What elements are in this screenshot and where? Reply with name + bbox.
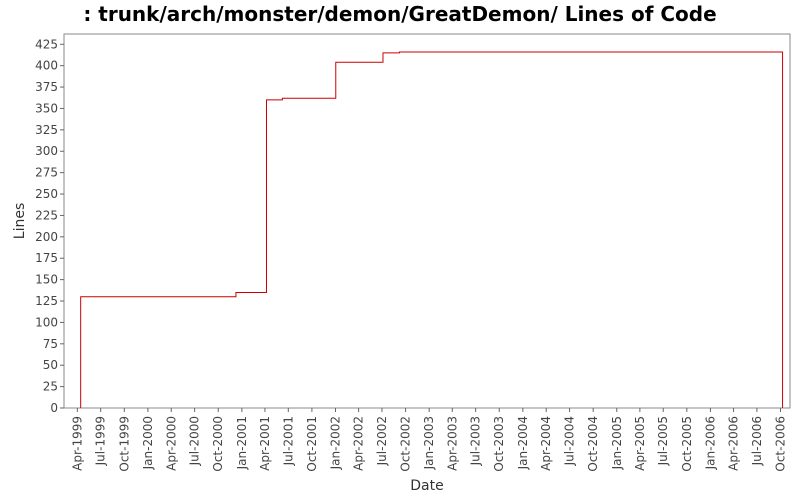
y-tick-label: 225 — [35, 208, 58, 222]
x-tick-label: Apr-1999 — [70, 416, 84, 471]
x-tick-label: Jul-1999 — [94, 416, 108, 466]
x-tick-label: Jan-2004 — [516, 416, 530, 470]
x-tick-label: Oct-2005 — [680, 416, 694, 472]
y-tick-label: 175 — [35, 251, 58, 265]
x-tick-label: Jul-2005 — [656, 416, 670, 466]
y-tick-label: 325 — [35, 123, 58, 137]
y-tick-label: 125 — [35, 294, 58, 308]
x-tick-label: Jan-2002 — [329, 416, 343, 470]
y-tick-label: 275 — [35, 166, 58, 180]
x-tick-label: Jan-2001 — [235, 416, 249, 470]
y-tick-label: 400 — [35, 59, 58, 73]
x-tick-label: Apr-2003 — [445, 416, 459, 471]
y-tick-label: 75 — [43, 337, 58, 351]
x-axis-label: Date — [410, 478, 443, 494]
y-tick-label: 25 — [43, 380, 58, 394]
y-axis: 0 25 50 75 100 125 150 175 200 225 250 275 300 325 350… — [35, 37, 64, 415]
x-tick-label: Jul-2000 — [188, 416, 202, 466]
x-tick-label: Apr-2001 — [258, 416, 272, 471]
x-tick-label: Jul-2004 — [563, 416, 577, 466]
x-tick-label: Oct-2004 — [586, 416, 600, 472]
y-tick-label: 375 — [35, 80, 58, 94]
x-tick-label: Oct-2003 — [492, 416, 506, 472]
y-tick-label: 250 — [35, 187, 58, 201]
y-tick-label: 0 — [50, 401, 58, 415]
x-tick-label: Apr-2000 — [164, 416, 178, 471]
chart-title: : trunk/arch/monster/demon/GreatDemon/ L… — [83, 2, 716, 26]
x-tick-label: Jan-2006 — [703, 416, 717, 470]
y-tick-label: 200 — [35, 230, 58, 244]
y-axis-label: Lines — [12, 203, 28, 239]
x-tick-label: Jan-2003 — [422, 416, 436, 470]
plot-area — [63, 33, 791, 409]
x-tick-label: Jul-2002 — [375, 416, 389, 466]
x-tick-label: Oct-2002 — [399, 416, 413, 472]
x-tick-label: Oct-2006 — [774, 416, 788, 472]
y-tick-label: 100 — [35, 315, 58, 329]
x-axis: Apr-1999 Jul-1999 Oct-1999 Jan-2000 Apr-2000… — [70, 408, 788, 472]
loc-series-line — [80, 51, 784, 408]
y-tick-label: 150 — [35, 273, 58, 287]
x-tick-label: Jul-2003 — [469, 416, 483, 466]
x-tick-label: Jul-2006 — [750, 416, 764, 466]
y-tick-label: 50 — [43, 358, 58, 372]
y-tick-label: 350 — [35, 101, 58, 115]
series-group — [80, 51, 784, 408]
x-tick-label: Apr-2005 — [633, 416, 647, 471]
x-tick-label: Apr-2004 — [539, 416, 553, 471]
x-tick-label: Jul-2001 — [281, 416, 295, 466]
y-tick-label: 300 — [35, 144, 58, 158]
x-tick-label: Jan-2005 — [610, 416, 624, 470]
x-tick-label: Oct-2001 — [305, 416, 319, 472]
x-tick-label: Oct-1999 — [117, 416, 131, 472]
x-tick-label: Oct-2000 — [211, 416, 225, 472]
y-tick-label: 425 — [35, 37, 58, 51]
x-tick-label: Apr-2006 — [727, 416, 741, 471]
x-tick-label: Apr-2002 — [352, 416, 366, 471]
x-tick-label: Jan-2000 — [141, 416, 155, 470]
